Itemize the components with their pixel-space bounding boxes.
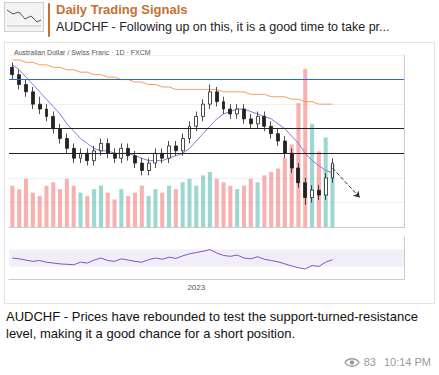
svg-text:2023: 2023 bbox=[187, 283, 205, 292]
html-text:AUDCHF - Following up on this,: AUDCHF - Following up on this, it is a g… bbox=[56, 20, 390, 34]
html-text:10:14 PM: 10:14 PM bbox=[383, 356, 431, 368]
html-text:83: 83 bbox=[363, 356, 376, 368]
svg-text:Australian Dollar / Swiss Fran: Australian Dollar / Swiss Franc · 1D · F… bbox=[14, 49, 151, 56]
html-text:AUDCHF - Prices have rebounded: AUDCHF - Prices have rebounded to test t… bbox=[6, 309, 418, 341]
html-text:Daily Trading Signals: Daily Trading Signals bbox=[56, 2, 188, 17]
